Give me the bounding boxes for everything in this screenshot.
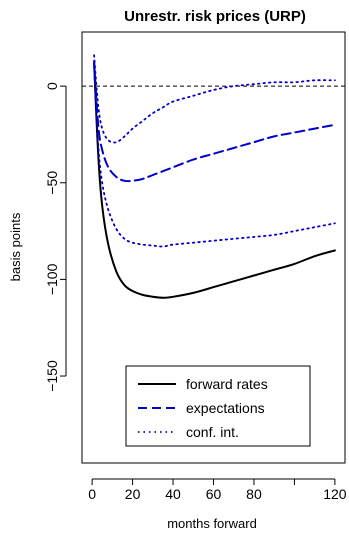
- y-tick-label: −100: [44, 263, 60, 295]
- x-tick-label: 120: [323, 486, 347, 502]
- y-tick-label: 0: [44, 82, 60, 90]
- legend-box: [125, 365, 311, 447]
- chart-title: Unrestr. risk prices (URP): [124, 8, 306, 25]
- y-axis: 0 −50 −100 −150: [44, 82, 67, 392]
- legend: forward rates expectations conf. int.: [125, 365, 311, 447]
- series-line-conf-int-: [93, 54, 336, 144]
- x-tick-label: 60: [206, 486, 222, 502]
- series-line-conf-int-lower: [93, 65, 336, 248]
- plot-frame: [81, 31, 346, 464]
- x-axis-label: months forward: [167, 516, 257, 531]
- legend-label: forward rates: [186, 376, 268, 392]
- series-line-expectations: [93, 60, 336, 183]
- x-axis: 0 20 40 60 80 120: [88, 478, 347, 502]
- y-tick-label: −50: [44, 171, 60, 195]
- y-axis-label: basis points: [8, 212, 23, 281]
- series-line-forward-rates: [93, 61, 336, 299]
- series-group: [82, 54, 345, 299]
- legend-label: conf. int.: [186, 424, 239, 440]
- x-tick-label: 80: [246, 486, 262, 502]
- x-tick-label: 40: [165, 486, 181, 502]
- x-tick-label: 0: [88, 486, 96, 502]
- y-tick-label: −150: [44, 360, 60, 392]
- x-tick-label: 20: [125, 486, 141, 502]
- legend-label: expectations: [186, 400, 265, 416]
